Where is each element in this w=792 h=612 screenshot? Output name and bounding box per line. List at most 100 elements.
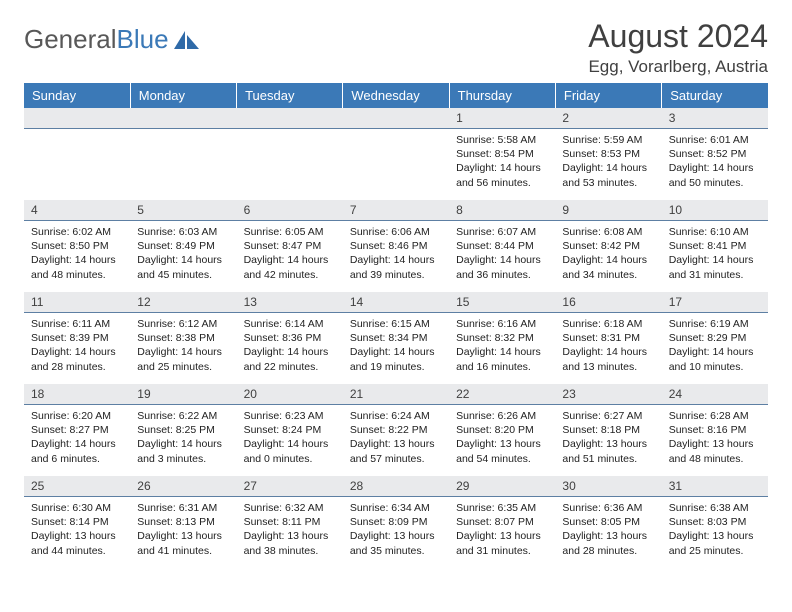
- header: GeneralBlue August 2024 Egg, Vorarlberg,…: [24, 18, 768, 77]
- day-number: 16: [555, 292, 661, 313]
- sunrise-line: Sunrise: 6:36 AM: [562, 501, 654, 515]
- day-details: Sunrise: 6:31 AMSunset: 8:13 PMDaylight:…: [130, 497, 236, 564]
- calendar-cell: 6Sunrise: 6:05 AMSunset: 8:47 PMDaylight…: [237, 200, 343, 292]
- calendar-cell: [237, 108, 343, 200]
- day-details: Sunrise: 6:30 AMSunset: 8:14 PMDaylight:…: [24, 497, 130, 564]
- daylight-line: Daylight: 13 hours and 35 minutes.: [350, 529, 442, 557]
- sunset-line: Sunset: 8:49 PM: [137, 239, 229, 253]
- sunrise-line: Sunrise: 6:28 AM: [669, 409, 761, 423]
- calendar-cell: 18Sunrise: 6:20 AMSunset: 8:27 PMDayligh…: [24, 384, 130, 476]
- sunrise-line: Sunrise: 6:06 AM: [350, 225, 442, 239]
- day-details: Sunrise: 5:59 AMSunset: 8:53 PMDaylight:…: [555, 129, 661, 196]
- sunrise-line: Sunrise: 6:02 AM: [31, 225, 123, 239]
- calendar-cell: 25Sunrise: 6:30 AMSunset: 8:14 PMDayligh…: [24, 476, 130, 568]
- day-header: Sunday: [24, 83, 130, 108]
- day-details: Sunrise: 6:02 AMSunset: 8:50 PMDaylight:…: [24, 221, 130, 288]
- empty-day: [343, 108, 449, 129]
- daylight-line: Daylight: 14 hours and 16 minutes.: [456, 345, 548, 373]
- daylight-line: Daylight: 14 hours and 19 minutes.: [350, 345, 442, 373]
- daylight-line: Daylight: 14 hours and 0 minutes.: [244, 437, 336, 465]
- calendar-cell: 19Sunrise: 6:22 AMSunset: 8:25 PMDayligh…: [130, 384, 236, 476]
- day-details: Sunrise: 6:14 AMSunset: 8:36 PMDaylight:…: [237, 313, 343, 380]
- day-number: 11: [24, 292, 130, 313]
- daylight-line: Daylight: 14 hours and 48 minutes.: [31, 253, 123, 281]
- daylight-line: Daylight: 13 hours and 38 minutes.: [244, 529, 336, 557]
- day-details: Sunrise: 6:23 AMSunset: 8:24 PMDaylight:…: [237, 405, 343, 472]
- day-number: 21: [343, 384, 449, 405]
- sunrise-line: Sunrise: 6:30 AM: [31, 501, 123, 515]
- daylight-line: Daylight: 14 hours and 3 minutes.: [137, 437, 229, 465]
- day-number: 19: [130, 384, 236, 405]
- calendar-cell: 30Sunrise: 6:36 AMSunset: 8:05 PMDayligh…: [555, 476, 661, 568]
- sunrise-line: Sunrise: 6:20 AM: [31, 409, 123, 423]
- sunrise-line: Sunrise: 6:03 AM: [137, 225, 229, 239]
- day-details: Sunrise: 6:05 AMSunset: 8:47 PMDaylight:…: [237, 221, 343, 288]
- sunset-line: Sunset: 8:52 PM: [669, 147, 761, 161]
- sunrise-line: Sunrise: 5:58 AM: [456, 133, 548, 147]
- sunset-line: Sunset: 8:32 PM: [456, 331, 548, 345]
- calendar-cell: 9Sunrise: 6:08 AMSunset: 8:42 PMDaylight…: [555, 200, 661, 292]
- day-details: Sunrise: 6:15 AMSunset: 8:34 PMDaylight:…: [343, 313, 449, 380]
- calendar-cell: 31Sunrise: 6:38 AMSunset: 8:03 PMDayligh…: [662, 476, 768, 568]
- sunset-line: Sunset: 8:24 PM: [244, 423, 336, 437]
- sunrise-line: Sunrise: 6:31 AM: [137, 501, 229, 515]
- sunset-line: Sunset: 8:03 PM: [669, 515, 761, 529]
- sunrise-line: Sunrise: 6:26 AM: [456, 409, 548, 423]
- daylight-line: Daylight: 14 hours and 39 minutes.: [350, 253, 442, 281]
- daylight-line: Daylight: 14 hours and 42 minutes.: [244, 253, 336, 281]
- location: Egg, Vorarlberg, Austria: [588, 57, 768, 77]
- day-header: Tuesday: [237, 83, 343, 108]
- sunset-line: Sunset: 8:07 PM: [456, 515, 548, 529]
- day-number: 24: [662, 384, 768, 405]
- day-details: Sunrise: 6:24 AMSunset: 8:22 PMDaylight:…: [343, 405, 449, 472]
- day-details: Sunrise: 6:01 AMSunset: 8:52 PMDaylight:…: [662, 129, 768, 196]
- sunrise-line: Sunrise: 6:32 AM: [244, 501, 336, 515]
- daylight-line: Daylight: 14 hours and 50 minutes.: [669, 161, 761, 189]
- calendar-cell: 23Sunrise: 6:27 AMSunset: 8:18 PMDayligh…: [555, 384, 661, 476]
- sunrise-line: Sunrise: 6:24 AM: [350, 409, 442, 423]
- daylight-line: Daylight: 14 hours and 25 minutes.: [137, 345, 229, 373]
- sunset-line: Sunset: 8:53 PM: [562, 147, 654, 161]
- calendar-cell: 10Sunrise: 6:10 AMSunset: 8:41 PMDayligh…: [662, 200, 768, 292]
- sunset-line: Sunset: 8:34 PM: [350, 331, 442, 345]
- day-header: Monday: [130, 83, 236, 108]
- sunset-line: Sunset: 8:11 PM: [244, 515, 336, 529]
- sunset-line: Sunset: 8:41 PM: [669, 239, 761, 253]
- daylight-line: Daylight: 13 hours and 57 minutes.: [350, 437, 442, 465]
- day-number: 27: [237, 476, 343, 497]
- sunset-line: Sunset: 8:16 PM: [669, 423, 761, 437]
- sunset-line: Sunset: 8:42 PM: [562, 239, 654, 253]
- sunset-line: Sunset: 8:18 PM: [562, 423, 654, 437]
- day-details: Sunrise: 6:35 AMSunset: 8:07 PMDaylight:…: [449, 497, 555, 564]
- day-number: 1: [449, 108, 555, 129]
- month-title: August 2024: [588, 18, 768, 55]
- empty-day: [130, 108, 236, 129]
- calendar-cell: 1Sunrise: 5:58 AMSunset: 8:54 PMDaylight…: [449, 108, 555, 200]
- day-number: 12: [130, 292, 236, 313]
- sunset-line: Sunset: 8:47 PM: [244, 239, 336, 253]
- calendar-cell: 14Sunrise: 6:15 AMSunset: 8:34 PMDayligh…: [343, 292, 449, 384]
- day-number: 26: [130, 476, 236, 497]
- sunset-line: Sunset: 8:44 PM: [456, 239, 548, 253]
- day-details: Sunrise: 6:26 AMSunset: 8:20 PMDaylight:…: [449, 405, 555, 472]
- calendar-cell: [130, 108, 236, 200]
- day-details: Sunrise: 6:10 AMSunset: 8:41 PMDaylight:…: [662, 221, 768, 288]
- sunset-line: Sunset: 8:36 PM: [244, 331, 336, 345]
- day-details: Sunrise: 6:19 AMSunset: 8:29 PMDaylight:…: [662, 313, 768, 380]
- calendar-cell: 20Sunrise: 6:23 AMSunset: 8:24 PMDayligh…: [237, 384, 343, 476]
- daylight-line: Daylight: 13 hours and 28 minutes.: [562, 529, 654, 557]
- calendar-cell: 2Sunrise: 5:59 AMSunset: 8:53 PMDaylight…: [555, 108, 661, 200]
- daylight-line: Daylight: 13 hours and 25 minutes.: [669, 529, 761, 557]
- sunrise-line: Sunrise: 6:14 AM: [244, 317, 336, 331]
- sunset-line: Sunset: 8:25 PM: [137, 423, 229, 437]
- day-number: 20: [237, 384, 343, 405]
- day-header: Saturday: [662, 83, 768, 108]
- calendar-cell: 15Sunrise: 6:16 AMSunset: 8:32 PMDayligh…: [449, 292, 555, 384]
- logo-sail-icon: [173, 29, 201, 51]
- day-details: Sunrise: 6:11 AMSunset: 8:39 PMDaylight:…: [24, 313, 130, 380]
- sunset-line: Sunset: 8:09 PM: [350, 515, 442, 529]
- calendar-cell: 28Sunrise: 6:34 AMSunset: 8:09 PMDayligh…: [343, 476, 449, 568]
- sunset-line: Sunset: 8:39 PM: [31, 331, 123, 345]
- calendar-cell: 16Sunrise: 6:18 AMSunset: 8:31 PMDayligh…: [555, 292, 661, 384]
- daylight-line: Daylight: 14 hours and 22 minutes.: [244, 345, 336, 373]
